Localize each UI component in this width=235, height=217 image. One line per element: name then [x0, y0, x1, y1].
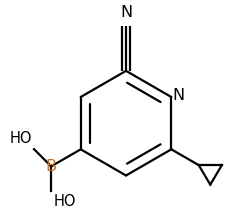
Text: N: N	[172, 88, 184, 103]
Text: N: N	[120, 5, 132, 20]
Text: HO: HO	[10, 131, 32, 146]
Text: B: B	[46, 159, 57, 174]
Text: HO: HO	[53, 194, 76, 209]
